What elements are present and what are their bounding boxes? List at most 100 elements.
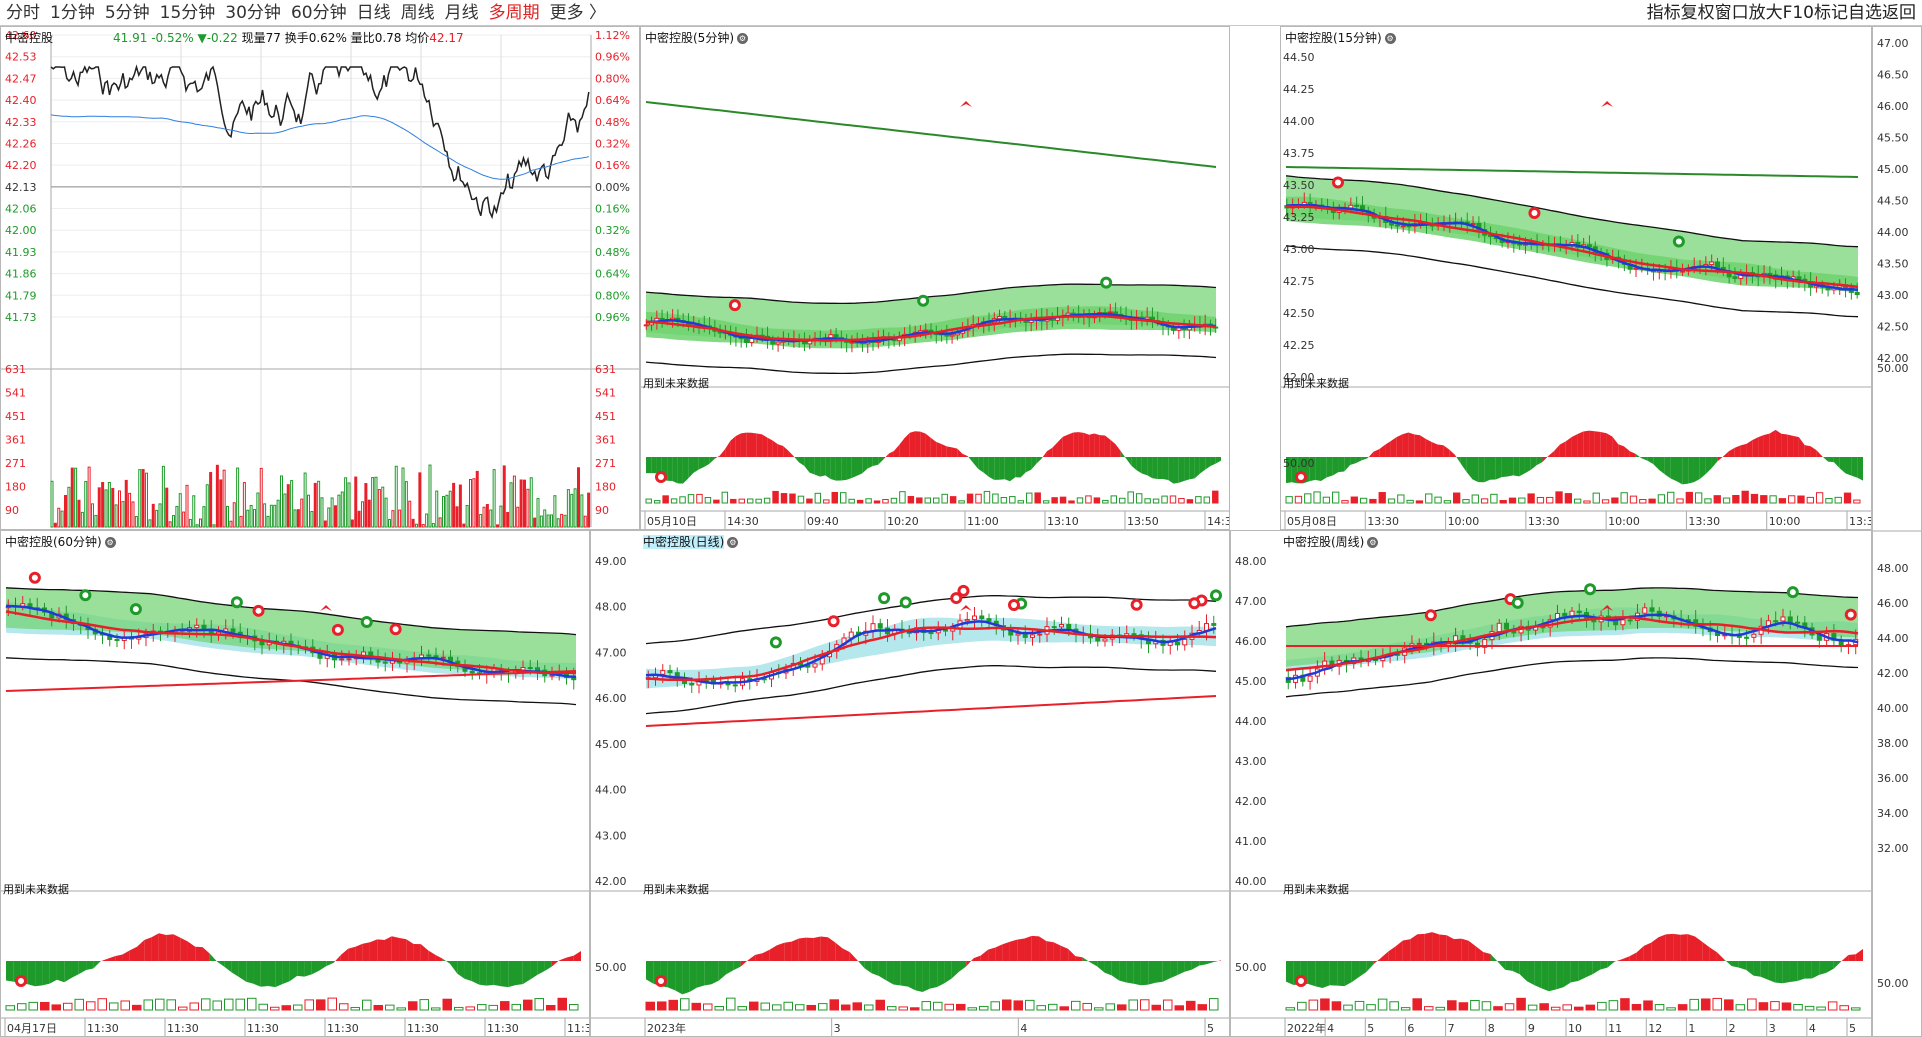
indicator-area (333, 954, 341, 963)
y-tick: 49.00 (595, 555, 627, 568)
indicator-area (1455, 454, 1461, 464)
settings-icon[interactable]: ⚙ (727, 537, 739, 548)
volume-bar (1085, 495, 1092, 504)
panel-15min[interactable]: 中密控股(15分钟) ⚙ 用到未来数据 05月08日 13:30 10:00 13:30… (1280, 26, 1872, 530)
volume-bar (145, 472, 148, 528)
indicator-area (1215, 457, 1221, 464)
tab-1min[interactable]: 1分钟 (50, 3, 95, 23)
settings-icon[interactable]: ⚙ (1384, 33, 1396, 44)
indicator-area (1173, 457, 1179, 484)
volume-bar (374, 476, 378, 528)
settings-icon[interactable]: ⚙ (104, 537, 116, 548)
vol-tick: 180 (595, 481, 616, 494)
indicator-area (946, 446, 952, 457)
indicator-area (1206, 961, 1214, 965)
x-tick: 13:30 (1688, 515, 1720, 528)
tab-multi-period[interactable]: 多周期 (488, 3, 540, 23)
volume-bar (1094, 1007, 1104, 1011)
volume-bar (269, 504, 273, 528)
indicator-area (1199, 961, 1207, 966)
volume-bar (956, 1003, 966, 1011)
adjust-button[interactable]: 复权 (1680, 3, 1715, 23)
right-axis-tick: 40.00 (1877, 702, 1909, 715)
volume-bar (865, 498, 872, 504)
window-button[interactable]: 窗口 (1714, 3, 1749, 23)
volume-bar (401, 467, 405, 528)
signal-marker-inner (830, 618, 837, 625)
x-tick: 11:30 (567, 1022, 590, 1035)
volume-bar (1493, 1006, 1503, 1011)
volume-bar (330, 497, 334, 528)
watchlist-button[interactable]: 自选 (1848, 3, 1882, 23)
volume-bar (831, 491, 838, 504)
indicator-tick: 50.00 (1235, 961, 1267, 974)
settings-icon[interactable]: ⚙ (1367, 537, 1379, 548)
volume-bar (418, 472, 422, 528)
volume-bar (949, 496, 957, 504)
signal-marker-inner (960, 587, 967, 594)
indicator-area (107, 956, 116, 961)
indicator-button[interactable]: 指标 (1646, 3, 1681, 23)
panel-60min[interactable]: 中密控股(60分钟) ⚙ 用到未来数据 04月17日 11:30 11:30 11:30… (0, 530, 590, 1037)
indicator-area (1115, 444, 1121, 457)
indicator-area (1178, 457, 1185, 483)
future-data-note: 用到未来数据 (643, 883, 709, 896)
panel-60min-chart: 04月17日 11:30 11:30 11:30 11:30 11:30 11:30 11:3… (1, 571, 590, 1036)
volume-bar (202, 506, 206, 528)
candle-body (114, 638, 120, 641)
volume-bar (546, 1005, 556, 1011)
tab-60min[interactable]: 60分钟 (290, 3, 347, 23)
tab-30min[interactable]: 30分钟 (225, 3, 281, 23)
zoom-button[interactable]: 放大 (1748, 3, 1783, 23)
panel-weekly[interactable]: 中密控股(周线) ⚙ 用到未来数据 2022年 4 5 6 7 8 9 10 11 12 1 2 3 4 5 4… (1230, 530, 1872, 1037)
indicator-area (253, 961, 261, 987)
indicator-area (537, 961, 545, 975)
indicator-area (1513, 457, 1520, 477)
volume-bar (293, 509, 297, 528)
tab-5min[interactable]: 5分钟 (104, 3, 150, 23)
indicator-area (1062, 434, 1069, 457)
tab-monthly[interactable]: 月线 (444, 3, 479, 23)
volume-bar (448, 490, 452, 528)
indicator-area (1589, 430, 1595, 457)
tab-more[interactable]: 更多 〉 (549, 3, 606, 23)
volume-bar (1631, 1003, 1642, 1011)
tab-15min[interactable]: 15分钟 (159, 3, 216, 23)
indicator-area (151, 933, 159, 961)
candle-body (1070, 312, 1076, 315)
candle-body (1744, 636, 1750, 639)
price-tick: 42.26 (5, 137, 37, 150)
volume-bar (258, 1003, 268, 1011)
tab-daily[interactable]: 日线 (356, 3, 391, 23)
back-button[interactable]: 返回 (1882, 3, 1916, 23)
volume-bar (1793, 1003, 1803, 1011)
indicator-area (1205, 457, 1211, 470)
intraday-panel[interactable]: 中密控股 41.91 -0.52% ▼-0.22 现量77 换手0.62% 量比… (0, 26, 640, 530)
volume-value: 77 (265, 31, 281, 45)
indicator-area (1078, 432, 1084, 457)
indicator-area (1585, 961, 1593, 978)
volume-bar (411, 518, 415, 528)
mark-button[interactable]: 标记 (1814, 3, 1848, 23)
panel-5min[interactable]: 中密控股(5分钟) ⚙ 用到未来数据 05月10日 14:30 09:40 10:20 1… (640, 26, 1230, 530)
settings-icon[interactable]: ⚙ (737, 33, 748, 44)
f10-button[interactable]: F10 (1782, 3, 1814, 23)
volume-bar (1304, 493, 1312, 504)
candle-body (1095, 637, 1101, 642)
volume-bar (195, 524, 199, 528)
indicator-area (435, 954, 443, 961)
volume-bar (178, 493, 182, 528)
indicator-area (862, 457, 868, 474)
volume-bar (1585, 1004, 1596, 1011)
cloud-band (6, 587, 576, 675)
volume-bar (1350, 496, 1358, 504)
indicator-area (1475, 946, 1484, 961)
right-axis-tick: 42.50 (1877, 321, 1909, 334)
candle-body (1780, 616, 1786, 622)
tab-weekly[interactable]: 周线 (400, 3, 435, 23)
tab-timeshare[interactable]: 分时 (6, 3, 40, 23)
panel-daily[interactable]: 中密控股(日线) ⚙ 用到未来数据 2023年 3 4 5 49.00 48.00 47.00… (590, 530, 1230, 1037)
indicator-area (857, 457, 863, 476)
indicator-area (937, 961, 945, 988)
volume-bar (482, 506, 486, 528)
